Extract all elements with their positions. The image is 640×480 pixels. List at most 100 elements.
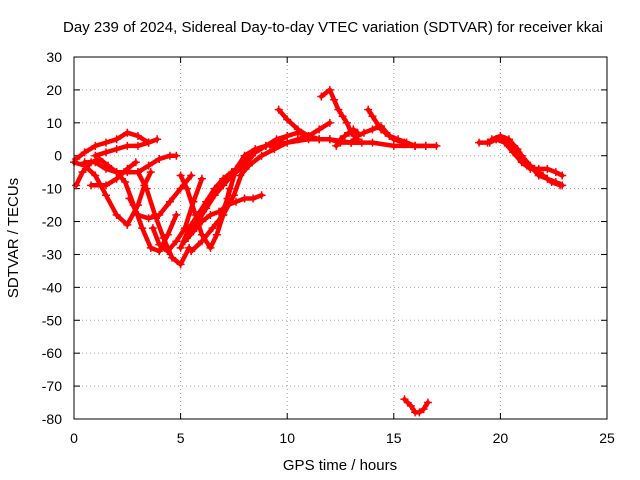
chart-title: Day 239 of 2024, Sidereal Day-to-day VTE… (63, 19, 603, 36)
series-arc-24 (377, 125, 441, 150)
data-point (208, 224, 217, 233)
data-point (475, 138, 484, 147)
y-tick-label: 10 (46, 115, 62, 131)
x-tick-label: 0 (70, 430, 78, 446)
data-point (353, 131, 362, 140)
data-point (155, 155, 164, 164)
data-point (101, 164, 110, 173)
x-tick-label: 25 (599, 430, 615, 446)
series-arc-21 (332, 125, 362, 150)
data-point (155, 240, 164, 249)
data-point (112, 145, 121, 154)
y-tick-label: 20 (46, 82, 62, 98)
data-point (206, 210, 215, 219)
data-point (72, 181, 81, 190)
data-point (123, 128, 132, 137)
data-point (487, 135, 496, 144)
data-point (165, 197, 174, 206)
data-point (148, 224, 157, 233)
data-point (112, 174, 121, 183)
data-point (336, 135, 345, 144)
data-point (249, 194, 258, 203)
data-point (283, 115, 292, 124)
data-point (364, 105, 373, 114)
data-point (411, 141, 420, 150)
data-point (419, 405, 428, 414)
data-point (257, 151, 266, 160)
series-arc-7 (125, 171, 196, 223)
data-point (187, 171, 196, 180)
data-point (146, 243, 155, 252)
data-point (240, 155, 249, 164)
data-point (163, 230, 172, 239)
data-point (232, 197, 241, 206)
x-tick-label: 20 (493, 430, 509, 446)
data-point (521, 158, 530, 167)
data-point (133, 210, 142, 219)
data-point (368, 138, 377, 147)
data-point (144, 161, 153, 170)
y-tick-label: 30 (46, 49, 62, 65)
data-point (325, 135, 334, 144)
data-point (539, 171, 548, 180)
data-point (304, 135, 313, 144)
data-point (556, 181, 565, 190)
data-point (368, 112, 377, 121)
data-point (101, 138, 110, 147)
data-point (123, 141, 132, 150)
data-point (236, 171, 245, 180)
data-point (219, 181, 228, 190)
data-point (317, 92, 326, 101)
data-point (182, 184, 191, 193)
data-point (345, 128, 354, 137)
series-arc-20 (317, 85, 362, 144)
data-point (406, 401, 415, 410)
data-point (368, 125, 377, 134)
data-point (240, 194, 249, 203)
data-point (558, 171, 567, 180)
data-point (80, 158, 89, 167)
data-point (325, 118, 334, 127)
data-point (172, 151, 181, 160)
data-point (91, 171, 100, 180)
data-point (349, 125, 358, 134)
data-point (272, 135, 281, 144)
data-point (530, 164, 539, 173)
y-tick-label: -50 (42, 312, 62, 328)
data-point (513, 145, 522, 154)
data-point (359, 128, 368, 137)
series-line (82, 153, 179, 175)
data-point (144, 138, 153, 147)
y-axis-label: SDTVAR / TECUs (5, 178, 22, 298)
data-point (101, 181, 110, 190)
data-point (168, 253, 177, 262)
data-point (91, 158, 100, 167)
data-point (176, 243, 185, 252)
data-point (202, 204, 211, 213)
y-tick-label: -60 (42, 345, 62, 361)
data-point (385, 131, 394, 140)
data-point (121, 178, 130, 187)
data-point (187, 247, 196, 256)
data-point (332, 141, 341, 150)
data-point (144, 214, 153, 223)
data-point (496, 131, 505, 140)
data-point (229, 191, 238, 200)
data-point (131, 158, 140, 167)
data-point (112, 135, 121, 144)
plot-frame (73, 56, 608, 420)
y-tick-label: -10 (42, 181, 62, 197)
data-point (244, 161, 253, 170)
data-point (133, 131, 142, 140)
data-point (197, 237, 206, 246)
data-point (123, 164, 132, 173)
data-point (547, 178, 556, 187)
data-point (210, 191, 219, 200)
series-arc-25 (400, 395, 432, 417)
x-tick-label: 5 (177, 430, 185, 446)
data-point (394, 135, 403, 144)
data-point (251, 148, 260, 157)
data-point (176, 171, 185, 180)
data-point (80, 148, 89, 157)
